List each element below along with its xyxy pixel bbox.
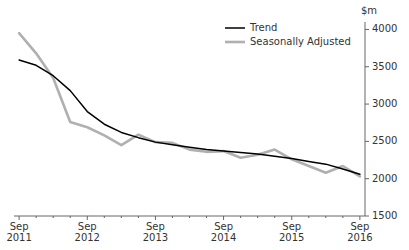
y-tick <box>365 29 369 30</box>
x-tick <box>257 216 258 218</box>
series-line <box>19 60 360 174</box>
x-tick <box>53 216 54 218</box>
x-tick <box>291 216 292 220</box>
y-tick-label: 3000 <box>372 98 397 109</box>
x-tick <box>138 216 139 218</box>
x-tick <box>189 216 190 218</box>
x-tick <box>240 216 241 218</box>
y-axis-label: $m <box>361 5 377 16</box>
legend-swatch <box>225 41 245 44</box>
series-line <box>19 33 360 176</box>
x-tick-label: Sep2013 <box>143 221 168 243</box>
x-tick-label: Sep2016 <box>347 221 372 243</box>
x-tick-label: Sep2012 <box>75 221 100 243</box>
legend-label: Seasonally Adjusted <box>250 36 351 47</box>
x-tick <box>342 216 343 218</box>
x-tick <box>223 216 224 220</box>
chart: 1500 2000 2500 3000 3500 4000 $m Sep2011 Sep2012… <box>0 0 409 250</box>
legend-label: Trend <box>249 22 277 33</box>
x-tick <box>121 216 122 218</box>
legend-swatch <box>225 27 245 29</box>
x-tick <box>70 216 71 218</box>
y-tick-label: 2000 <box>372 173 397 184</box>
x-tick <box>36 216 37 218</box>
y-axis-line <box>365 22 366 216</box>
y-tick <box>365 216 369 217</box>
plot-area <box>19 33 360 176</box>
x-axis: Sep2011 Sep2012 Sep2013 Sep2014 Sep2015 Sep20… <box>6 216 372 243</box>
y-tick-label: 2500 <box>372 135 397 146</box>
x-tick <box>206 216 207 218</box>
x-tick <box>155 216 156 220</box>
y-tick-label: 3500 <box>372 61 397 72</box>
x-tick <box>172 216 173 218</box>
y-tick <box>365 104 369 105</box>
x-tick-label: Sep2015 <box>279 221 304 243</box>
x-tick <box>19 216 20 220</box>
y-tick-label: 1500 <box>372 210 397 221</box>
y-axis: 1500 2000 2500 3000 3500 4000 <box>365 22 397 221</box>
x-tick <box>359 216 360 220</box>
x-tick-label: Sep2011 <box>6 221 31 243</box>
x-tick-label: Sep2014 <box>211 221 236 243</box>
y-tick <box>365 178 369 179</box>
x-tick <box>308 216 309 218</box>
x-tick <box>104 216 105 218</box>
y-tick-label: 4000 <box>372 23 397 34</box>
x-tick <box>274 216 275 218</box>
x-tick <box>325 216 326 218</box>
x-tick <box>87 216 88 220</box>
y-tick <box>365 66 369 67</box>
y-tick <box>365 141 369 142</box>
legend: Trend Seasonally Adjusted <box>225 22 351 47</box>
